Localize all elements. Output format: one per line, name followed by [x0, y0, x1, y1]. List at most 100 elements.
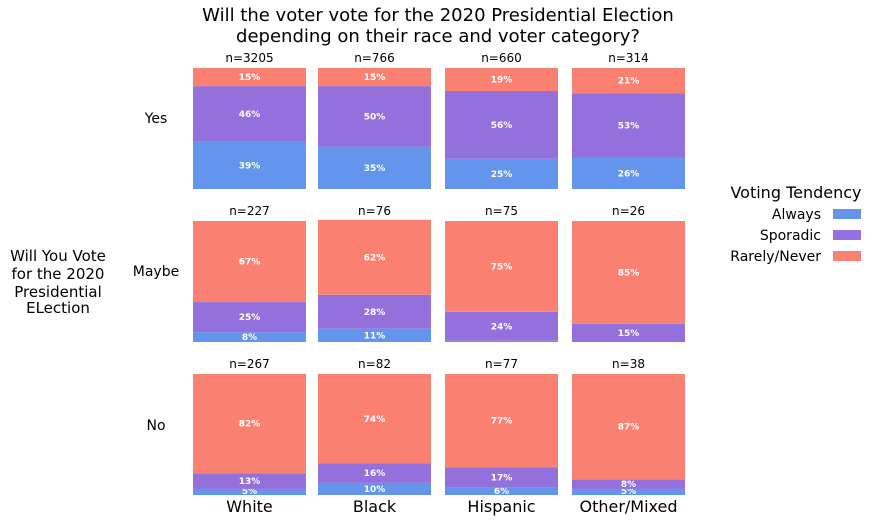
bar-value-label: 77%	[491, 417, 513, 427]
bar-value-label: 87%	[618, 423, 640, 433]
panel-n-label: n=227	[229, 204, 270, 218]
column-labels: White Black Hispanic Other/Mixed	[226, 497, 677, 516]
bar-segment-always	[445, 158, 558, 189]
panel-n-label: n=82	[358, 357, 391, 371]
legend-label-rarely-never: Rarely/Never	[730, 249, 821, 265]
bar-value-label: 5%	[621, 487, 636, 497]
panel-no-white: n=267 5%13% 82%	[193, 357, 306, 497]
bar-segment-rarely-never	[445, 68, 558, 91]
bar-value-label: 67%	[239, 258, 261, 268]
panel-n-label: n=660	[481, 51, 522, 65]
bar-value-label: 39%	[239, 161, 261, 171]
bar-segment-always	[318, 328, 431, 342]
bar-value-label: 15%	[239, 73, 261, 83]
row-axis-label-line4: ELection	[26, 299, 90, 317]
bar-segment-sporadic	[572, 479, 685, 489]
bar-segment-always	[318, 146, 431, 189]
bar-value-label: 25%	[491, 170, 513, 180]
panel-n-label: n=77	[485, 357, 518, 371]
bar-value-label: 46%	[239, 110, 261, 120]
bar-value-label: 53%	[618, 121, 640, 131]
bar-value-label: 82%	[239, 420, 261, 430]
bar-segment-rarely-never	[445, 374, 558, 468]
bar-segment-sporadic	[193, 86, 306, 142]
bar-value-label: 17%	[491, 473, 513, 483]
panel-yes-hispanic: n=660 25% 56% 19%	[445, 51, 558, 189]
bar-segment-rarely-never	[193, 68, 306, 87]
bar-segment-sporadic	[445, 90, 558, 159]
row-axis-label-line3: Presidential	[14, 283, 102, 301]
panel-n-label: n=314	[608, 51, 649, 65]
panel-yes-other-mixed: n=314 26% 53% 21%	[572, 51, 685, 189]
panel-no-hispanic: n=77 6% 17% 77%	[445, 357, 558, 497]
bar-value-label: 62%	[364, 253, 386, 263]
bar-segment-sporadic	[193, 473, 306, 489]
bar-value-label: 24%	[491, 322, 513, 332]
bar-value-label: 25%	[239, 313, 261, 323]
panel-n-label: n=75	[485, 204, 518, 218]
row-label-maybe: Maybe	[133, 264, 179, 280]
bar-segment-rarely-never	[572, 221, 685, 324]
bar-segment-rarely-never	[193, 374, 306, 474]
bar-value-label: 8%	[621, 480, 636, 490]
bar-value-label: 11%	[364, 331, 386, 341]
bar-value-label: 28%	[364, 308, 386, 318]
panel-maybe-black: n=76 11% 28% 62%	[318, 204, 431, 342]
panel-maybe-white: n=227 8% 25% 67%	[193, 204, 306, 343]
row-axis-label-line1: Will You Vote	[10, 247, 106, 265]
bar-segment-sporadic	[318, 294, 431, 329]
panel-yes-black: n=766 35% 50% 15%	[318, 51, 431, 189]
bar-segment-sporadic	[572, 323, 685, 342]
bar-value-label: 21%	[618, 77, 640, 87]
bar-value-label: 85%	[618, 268, 640, 278]
panel-maybe-hispanic: n=751%24%75%	[445, 204, 558, 344]
bar-segment-sporadic	[572, 93, 685, 158]
legend-label-always: Always	[772, 207, 821, 223]
column-label: White	[226, 497, 273, 516]
legend-swatch-rarely-never	[833, 251, 861, 261]
legend-items: Always Sporadic Rarely/Never	[730, 207, 861, 265]
bar-value-label: 6%	[494, 487, 509, 497]
bar-segment-rarely-never	[572, 374, 685, 480]
panel-n-label: n=3205	[225, 51, 273, 65]
row-labels: Yes Maybe No	[133, 111, 179, 434]
bar-segment-sporadic	[445, 311, 558, 341]
bar-value-label: 5%	[242, 487, 257, 497]
panel-maybe-other-mixed: n=26 15% 85%	[572, 204, 685, 342]
column-label: Black	[353, 497, 397, 516]
bar-value-label: 75%	[491, 262, 513, 272]
panel-grid: n=3205 39% 46% 15% n=766 35% 50% 15% n=660 25% 56%…	[193, 51, 685, 497]
bar-segment-always	[445, 487, 558, 495]
panel-n-label: n=267	[229, 357, 270, 371]
chart-title-line2: depending on their race and voter catego…	[236, 26, 640, 47]
row-label-no: No	[146, 418, 165, 434]
panel-yes-white: n=3205 39% 46% 15%	[193, 51, 306, 189]
bar-value-label: 50%	[364, 112, 386, 122]
panel-no-other-mixed: n=38 5%8% 87%	[572, 357, 685, 497]
bar-segment-sporadic	[445, 467, 558, 488]
panel-n-label: n=26	[612, 204, 645, 218]
bar-segment-rarely-never	[318, 219, 431, 295]
bar-value-label: 74%	[364, 415, 386, 425]
legend-label-sporadic: Sporadic	[760, 228, 821, 244]
chart-title-line1: Will the voter vote for the 2020 Preside…	[202, 5, 674, 26]
bar-segment-always	[193, 488, 306, 495]
bar-value-label: 8%	[242, 333, 257, 343]
panel-n-label: n=76	[358, 204, 391, 218]
bar-segment-sporadic	[318, 463, 431, 483]
bar-value-label: 35%	[364, 164, 386, 174]
bar-segment-rarely-never	[193, 221, 306, 303]
panel-n-label: n=766	[354, 51, 395, 65]
bar-value-label: 16%	[364, 469, 386, 479]
row-axis-label: Will You Vote for the 2020 Presidential …	[10, 247, 106, 317]
column-label: Other/Mixed	[579, 497, 677, 516]
bar-segment-rarely-never	[445, 221, 558, 312]
bar-segment-rarely-never	[318, 68, 431, 87]
bar-value-label: 56%	[491, 121, 513, 131]
bar-value-label: 26%	[618, 169, 640, 179]
row-label-yes: Yes	[144, 111, 168, 127]
legend-title: Voting Tendency	[730, 183, 861, 202]
panel-no-black: n=82 10% 16% 74%	[318, 357, 431, 495]
bar-segment-sporadic	[318, 86, 431, 147]
